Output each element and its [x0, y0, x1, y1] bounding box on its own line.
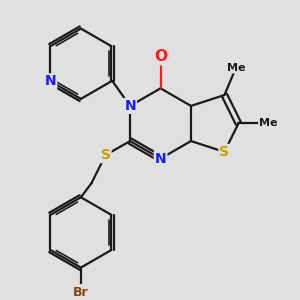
- Text: N: N: [45, 74, 56, 88]
- Text: S: S: [100, 148, 110, 162]
- Text: N: N: [155, 152, 167, 166]
- Text: Br: Br: [73, 286, 89, 299]
- Text: Me: Me: [259, 118, 278, 128]
- Text: S: S: [219, 145, 230, 159]
- Text: N: N: [124, 99, 136, 113]
- Text: O: O: [154, 49, 167, 64]
- Text: Me: Me: [227, 62, 245, 73]
